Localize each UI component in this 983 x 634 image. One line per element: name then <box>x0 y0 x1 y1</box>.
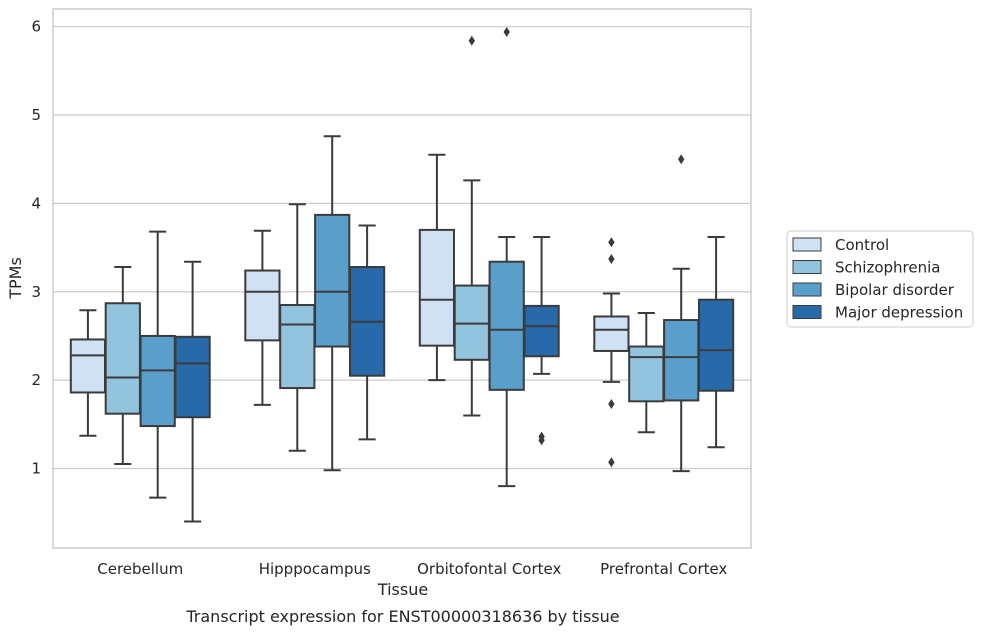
box-body <box>139 334 176 428</box>
x-axis-ticks: Cerebellum Hipppocampus Orbitofontal Corte… <box>97 560 727 578</box>
legend-label: Major depression <box>835 304 963 322</box>
box-body <box>628 345 665 403</box>
y-tick-label: 5 <box>31 106 41 124</box>
box-body <box>314 213 351 348</box>
box-3-0 <box>174 260 211 523</box>
box-1-2 <box>453 35 490 417</box>
y-tick-label: 3 <box>31 283 41 301</box>
box-0-3 <box>593 237 630 468</box>
box-body <box>104 302 141 415</box>
box-1-1 <box>279 203 316 452</box>
outlier-point <box>503 26 510 37</box>
outlier-point <box>608 237 615 248</box>
box-1-3 <box>628 311 665 434</box>
x-tick-label: Prefrontal Cortex <box>600 560 727 578</box>
y-tick-label: 1 <box>31 459 41 477</box>
legend-label: Schizophrenia <box>835 259 940 277</box>
legend-frame <box>786 230 974 328</box>
y-axis-label: TPMs <box>6 257 25 300</box>
box-3-3 <box>697 235 735 449</box>
legend-swatch <box>792 260 822 274</box>
box-2-2 <box>488 26 525 488</box>
outlier-point <box>608 398 615 409</box>
box-2-1 <box>314 135 351 472</box>
legend-label: Control <box>835 236 889 254</box>
chart-caption: Transcript expression for ENST0000031863… <box>185 607 619 626</box>
y-tick-label: 4 <box>31 194 41 212</box>
box-3-1 <box>348 224 386 441</box>
box-2-0 <box>139 230 176 499</box>
legend-swatch <box>792 237 822 252</box>
x-tick-label: Cerebellum <box>97 560 183 578</box>
outlier-point <box>538 435 545 446</box>
box-0-0 <box>69 309 107 437</box>
box-body <box>593 315 630 352</box>
box-2-3 <box>663 154 700 473</box>
box-3-2 <box>523 235 560 446</box>
x-axis-label: Tissue <box>377 580 428 599</box>
box-1-0 <box>104 266 141 466</box>
legend: Control Schizophrenia Bipolar disorder Majo… <box>786 230 974 328</box>
x-tick-label: Orbitofontal Cortex <box>417 560 561 578</box>
box-body <box>418 228 456 347</box>
box-body <box>523 304 560 358</box>
x-tick-label: Hipppocampus <box>259 560 371 578</box>
box-body <box>174 335 211 419</box>
box-body <box>697 298 735 392</box>
outlier-point <box>468 35 475 46</box>
box-body <box>279 304 316 390</box>
box-body <box>69 338 107 394</box>
box-body <box>244 269 281 342</box>
legend-swatch <box>792 305 822 319</box>
plot-frame <box>52 8 752 549</box>
outlier-point <box>608 457 615 468</box>
box-series <box>69 26 735 523</box>
box-0-2 <box>418 153 456 382</box>
outlier-point <box>678 154 685 165</box>
legend-swatch <box>792 282 822 297</box>
box-body <box>663 319 700 402</box>
box-0-1 <box>244 229 281 406</box>
box-body <box>488 260 525 391</box>
legend-label: Bipolar disorder <box>835 281 955 299</box>
outlier-point <box>608 254 615 265</box>
y-axis-ticks: 1 2 3 4 5 6 <box>31 18 41 478</box>
y-tick-label: 6 <box>31 18 41 36</box>
y-tick-label: 2 <box>31 371 41 389</box>
